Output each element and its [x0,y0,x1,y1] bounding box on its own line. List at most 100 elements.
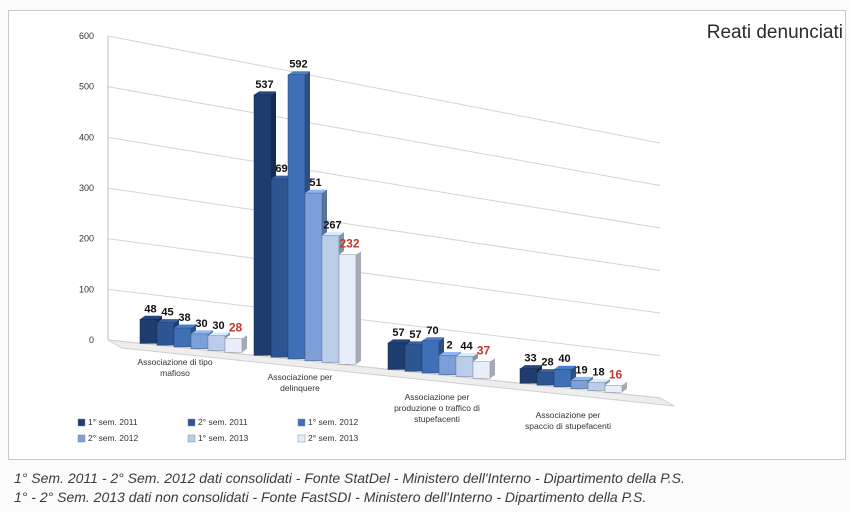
bar [536,372,555,386]
bar-top [288,71,310,75]
bar [570,380,589,389]
data-labels: 48 45 38 30 30 28 537 69 592 51 267 232 57 57 70 2 44 37 3… [144,59,622,382]
gridline [107,187,661,271]
bar-side [242,335,247,353]
x-tick-label: Associazione per [268,372,333,382]
x-tick-label: stupefacenti [414,414,460,424]
bar [253,94,272,356]
legend-label: 1° sem. 2013 [198,433,248,443]
legend-label: 2° sem. 2012 [88,433,138,443]
bar-top [388,339,410,343]
bar [421,340,440,374]
y-axis: 0 100 200 300 400 500 600 [79,31,94,345]
data-label: 30 [212,320,224,332]
legend-swatch [297,434,306,443]
bar-top [439,352,461,356]
legend-label: 1° sem. 2012 [308,417,358,427]
data-label: 267 [323,220,341,232]
data-label: 19 [575,364,587,376]
legend-swatch [187,434,196,443]
legend-swatch [297,418,306,427]
bar-top [174,324,196,329]
data-label: 28 [541,357,553,369]
bar [156,322,175,346]
bar [604,385,623,393]
data-label: 2 [446,340,452,352]
bar [224,338,243,353]
bar-top [422,337,444,341]
bar-top [157,319,179,323]
chart-frame [8,10,846,460]
legend: 1° sem. 2011 2° sem. 2011 1° sem. 2012 2° s… [77,417,358,443]
data-label: 232 [339,237,359,251]
bar-side [356,251,361,365]
bar [472,361,491,379]
data-label: 16 [609,367,623,381]
bar [173,327,192,348]
data-label: 592 [289,59,307,71]
bar-top [225,335,247,339]
bar-top [456,353,478,357]
bar [455,356,474,377]
bar-top [191,330,213,334]
legend-label: 2° sem. 2011 [198,417,248,427]
bar-top [520,365,542,369]
gridline [107,238,661,314]
bar-top [537,369,559,373]
x-tick-label: Associazione per [405,392,470,402]
x-tick-label: produzione o traffico di [394,403,480,413]
bar [387,342,406,370]
bar [553,368,572,388]
x-tick-label: mafioso [160,368,190,378]
bar [287,74,306,360]
y-tick-label: 400 [79,132,94,142]
bar [270,178,289,358]
bar-top [571,376,593,381]
y-tick-label: 600 [79,31,94,41]
data-label: 37 [477,344,491,358]
y-tick-label: 300 [79,183,94,193]
bar-top [208,332,230,336]
data-label: 28 [229,321,243,335]
bar-side [622,381,627,393]
gridline [107,35,661,144]
bar [338,254,357,365]
legend-swatch [77,418,86,427]
data-label: 57 [392,327,404,339]
bar-top [140,315,162,320]
data-label: 44 [460,341,473,353]
bar-top [588,379,610,383]
bar [587,382,606,391]
data-label: 33 [524,353,536,365]
data-label: 69 [275,163,287,175]
data-label: 45 [161,307,173,319]
data-label: 57 [409,329,421,341]
bar [438,355,457,376]
bar-top [405,341,427,345]
gridline [107,86,661,186]
chart-title: Reati denunciati [706,22,843,43]
y-tick-label: 200 [79,234,94,244]
data-label: 51 [309,177,321,189]
legend-swatch [187,418,196,427]
bar [139,319,158,344]
data-label: 70 [426,325,438,337]
footnote-consolidated: 1° Sem. 2011 - 2° Sem. 2012 dati consoli… [14,470,685,486]
bar [190,333,209,349]
bar-top [271,175,293,180]
bar-top [473,358,495,362]
y-tick-label: 100 [79,284,94,294]
data-label: 40 [558,353,570,365]
bar-top [339,251,361,255]
y-tick-label: 0 [89,335,94,345]
x-tick-label: spaccio di stupefacenti [525,421,611,431]
data-label: 38 [178,312,190,324]
gridline [107,136,661,229]
bar-side [490,358,495,379]
bar [321,235,340,363]
bar [304,192,323,361]
bar [404,344,423,372]
data-label: 30 [195,318,207,330]
